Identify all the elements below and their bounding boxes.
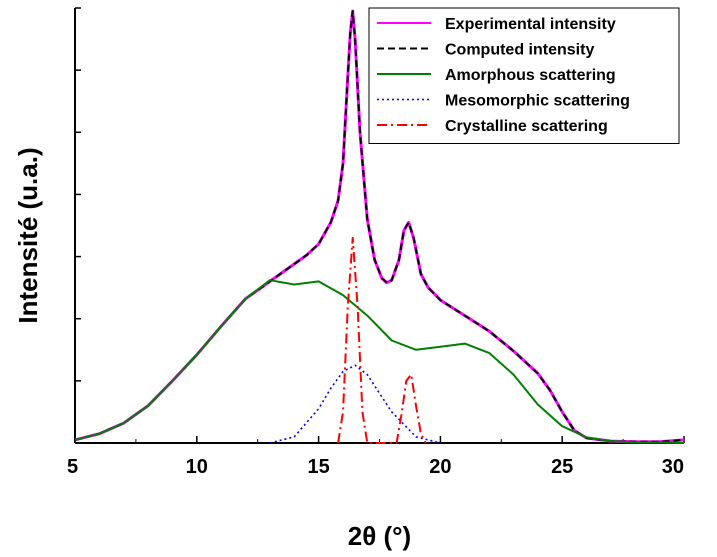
legend-label: Mesomorphic scattering — [445, 93, 630, 110]
legend-label: Experimental intensity — [445, 16, 616, 33]
x-tick-label: 25 — [551, 456, 573, 478]
y-axis-title: Intensité (u.a.) — [13, 147, 43, 323]
x-tick-label: 10 — [186, 456, 208, 478]
legend: Experimental intensity Computed intensity… — [368, 7, 680, 144]
legend-label: Crystalline scattering — [445, 118, 608, 135]
plot-area — [74, 9, 685, 444]
legend-frame — [368, 7, 680, 144]
x-axis-title: 2θ (°) — [348, 521, 411, 551]
series-line — [337, 236, 427, 444]
x-tick-label: 15 — [307, 456, 329, 478]
x-tick-label: 30 — [662, 456, 684, 478]
legend-label: Amorphous scattering — [445, 67, 616, 84]
series-line — [74, 279, 685, 444]
legend-label: Computed intensity — [445, 42, 594, 59]
x-tick-label: 20 — [429, 456, 451, 478]
x-tick-labels: 5 10 15 20 25 30 — [67, 456, 684, 478]
x-tick-label: 5 — [67, 456, 78, 478]
axes — [74, 7, 685, 444]
